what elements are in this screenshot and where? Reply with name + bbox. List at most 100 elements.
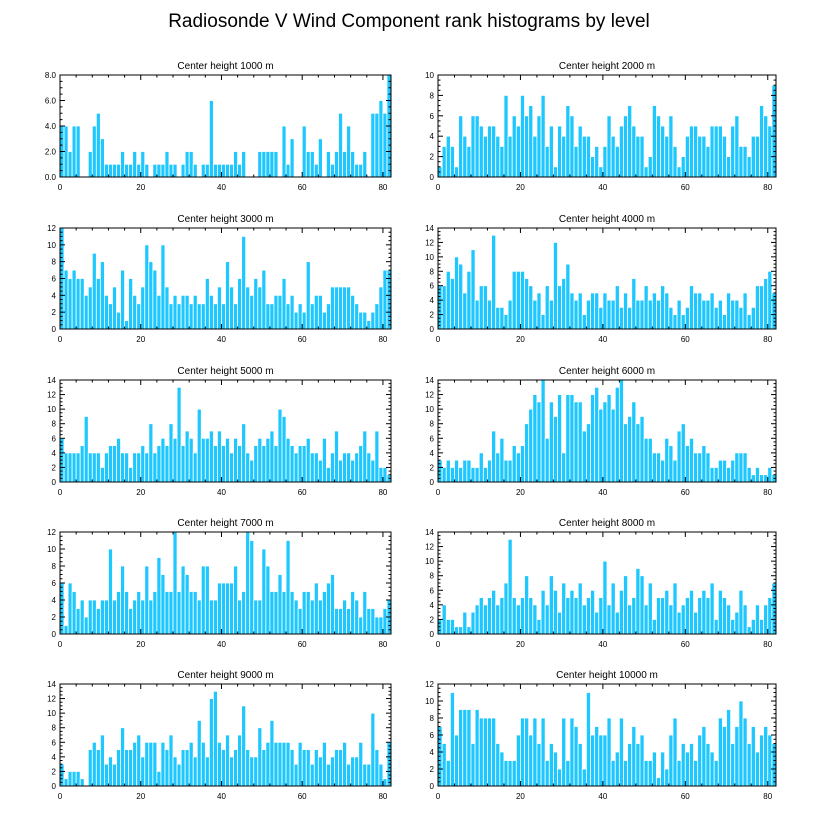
histogram-bar (763, 278, 769, 330)
x-tick-label: 0 (436, 183, 441, 192)
histogram-bar (378, 100, 384, 178)
histogram-bar (273, 294, 279, 330)
histogram-bar (366, 452, 372, 483)
histogram-bar (136, 163, 142, 178)
y-tick-label: 10 (47, 405, 56, 414)
histogram-bar (598, 734, 604, 787)
histogram-bar (466, 709, 472, 787)
histogram-bar (618, 717, 624, 787)
y-tick-label: 12 (425, 680, 434, 689)
y-tick-label: 10 (47, 545, 56, 554)
histogram-bar (639, 135, 645, 178)
histogram-bar (313, 749, 319, 787)
histogram-bar (557, 611, 563, 635)
histogram-bar (200, 163, 206, 178)
histogram-bar (362, 430, 368, 483)
histogram-bar (470, 743, 476, 787)
histogram-bar (548, 743, 554, 787)
x-tick-label: 20 (136, 335, 145, 344)
histogram-bar (750, 474, 756, 483)
histogram-bar (124, 591, 130, 635)
histogram-bar (326, 151, 331, 178)
x-tick-label: 80 (378, 792, 387, 801)
histogram-bar (116, 591, 121, 635)
histogram-bar (342, 452, 347, 483)
histogram-bar (83, 294, 89, 330)
histogram-bar (746, 156, 752, 178)
histogram-bar (544, 437, 550, 483)
histogram-bar (241, 591, 247, 635)
histogram-bar (180, 163, 186, 178)
histogram-bar (577, 743, 583, 787)
histogram-bar (553, 589, 558, 635)
x-tick-label: 60 (681, 335, 690, 344)
histogram-bar (635, 299, 641, 330)
histogram-bar (116, 437, 121, 483)
histogram-bar (148, 423, 154, 483)
histogram-bar (160, 244, 166, 330)
histogram-bar (87, 599, 93, 635)
histogram-bar (569, 115, 575, 178)
histogram-bar (152, 591, 158, 635)
histogram-bar (660, 597, 666, 635)
histogram-bar (754, 751, 760, 787)
histogram-bar (249, 756, 255, 787)
histogram-bar (164, 286, 170, 330)
histogram-bar (693, 292, 699, 330)
histogram-bar (462, 709, 468, 787)
histogram-bar (680, 423, 686, 483)
histogram-bar (499, 751, 505, 787)
histogram-bar (192, 163, 198, 178)
y-tick-label: 6 (430, 586, 435, 595)
histogram-bar (602, 401, 608, 483)
histogram-bar (734, 299, 740, 330)
histogram-bar (120, 727, 125, 787)
histogram-bar (144, 741, 150, 787)
histogram-bar (470, 467, 476, 483)
histogram-bar (623, 760, 629, 787)
histogram-bar (382, 467, 388, 483)
histogram-bar (233, 749, 239, 787)
histogram-bar (378, 616, 384, 635)
histogram-bar (639, 575, 645, 635)
histogram-bar (660, 751, 666, 787)
histogram-bar (664, 437, 670, 483)
histogram-bar (631, 726, 637, 787)
y-tick-label: 10 (47, 241, 56, 250)
histogram-bar (627, 604, 633, 635)
histogram-bar (631, 125, 637, 178)
histogram-bar (445, 459, 451, 483)
histogram-bar (705, 145, 711, 178)
x-tick-label: 80 (763, 183, 772, 192)
histogram-bar (245, 286, 251, 330)
histogram-bar (656, 597, 661, 635)
histogram-bar (528, 105, 534, 178)
panel-title: Center height 8000 m (559, 518, 655, 529)
histogram-bar (462, 459, 468, 483)
histogram-bar (257, 437, 263, 483)
histogram-bar (635, 135, 641, 178)
histogram-bar (334, 430, 339, 483)
histogram-bar (565, 394, 571, 483)
histogram-bar (515, 734, 521, 787)
histogram-panel: Center height 4000 m 0 20 40 60 80 0 2 4 6 8 10 12 14 (425, 214, 777, 344)
histogram-bar (730, 125, 736, 178)
histogram-bar (734, 115, 740, 178)
histogram-bar (172, 163, 178, 178)
histogram-bar (738, 306, 744, 330)
histogram-bar (338, 112, 343, 178)
histogram-bar (553, 416, 558, 483)
histogram-bar (208, 430, 214, 483)
histogram-bar (643, 285, 649, 330)
histogram-bar (71, 591, 77, 635)
y-tick-label: 10 (425, 697, 434, 706)
histogram-bar (693, 125, 699, 178)
histogram-bar (176, 386, 182, 483)
histogram-bar (212, 303, 218, 330)
y-tick-label: 2 (52, 767, 57, 776)
histogram-bar (370, 459, 376, 483)
histogram-bar (334, 286, 339, 330)
x-tick-label: 80 (763, 792, 772, 801)
histogram-bar (635, 568, 641, 635)
histogram-bar (561, 452, 567, 483)
